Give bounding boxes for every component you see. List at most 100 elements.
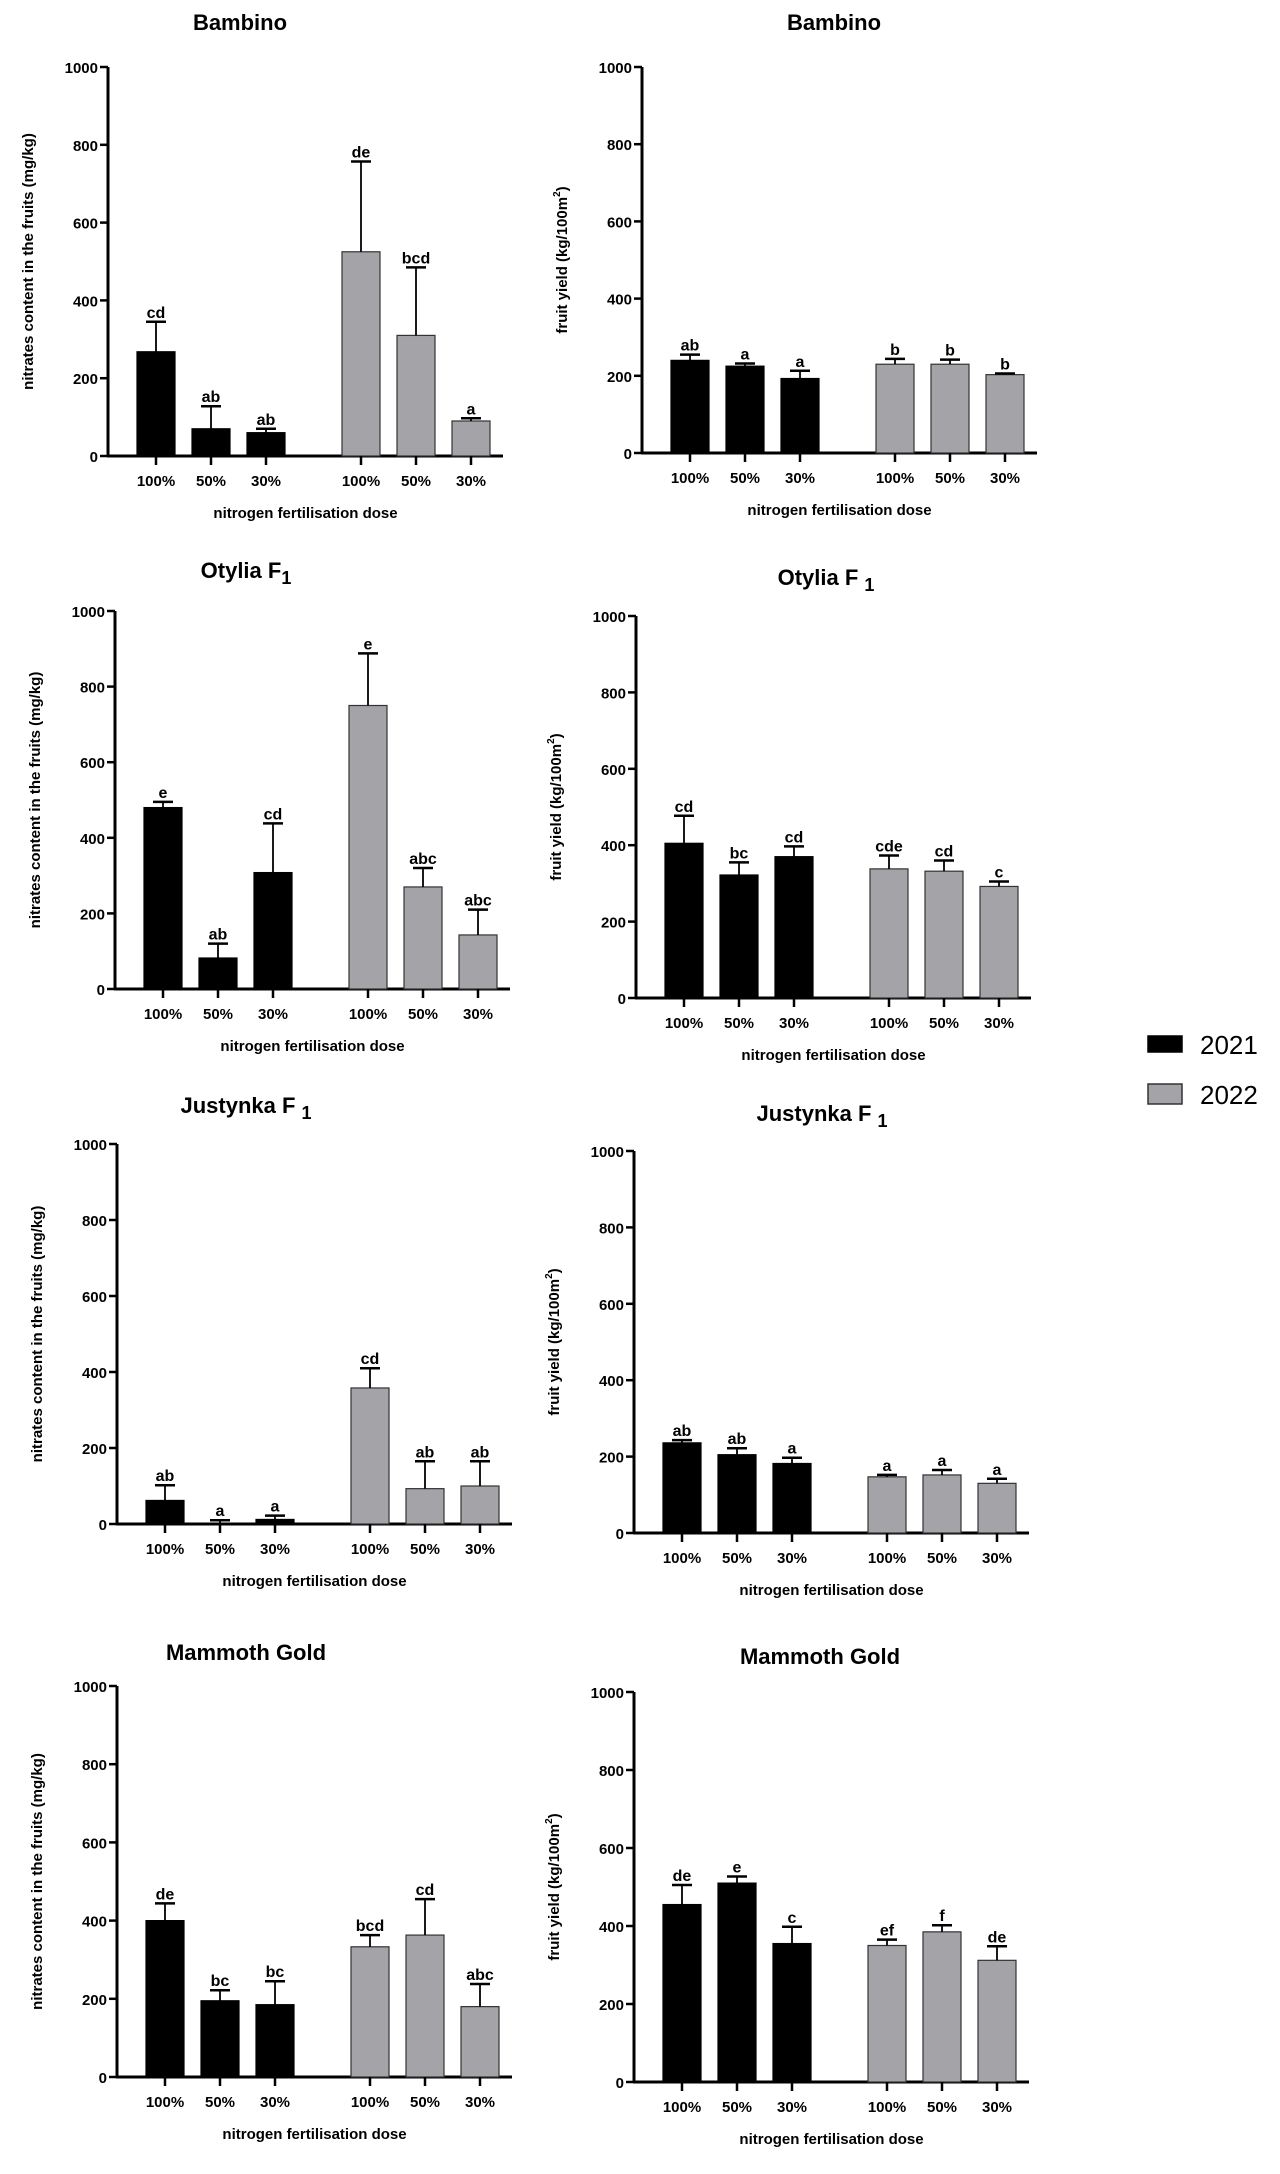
significance-letter: a — [993, 1462, 1002, 1479]
bar-2021-30% — [774, 856, 814, 999]
x-tick-label: 30% — [982, 1550, 1012, 1567]
significance-letter: e — [364, 636, 373, 653]
significance-letter: cd — [935, 843, 954, 860]
y-tick-label: 0 — [90, 449, 98, 466]
y-tick-label: 1000 — [593, 609, 626, 626]
legend-label-2022: 2022 — [1200, 1080, 1258, 1110]
x-tick-label: 30% — [779, 1015, 809, 1032]
y-tick-label: 600 — [82, 1835, 107, 1852]
y-tick-label: 800 — [80, 680, 105, 697]
chart-title-text: Bambino — [787, 10, 881, 35]
x-tick-label: 50% — [724, 1015, 754, 1032]
significance-letter: bc — [211, 1973, 230, 1990]
significance-letter: de — [352, 145, 371, 162]
significance-letter: ab — [202, 389, 221, 406]
y-tick-label: 1000 — [65, 60, 98, 77]
x-tick-label: 50% — [401, 473, 431, 490]
x-tick-label: 50% — [722, 1550, 752, 1567]
x-tick-label: 100% — [351, 2094, 389, 2111]
y-tick-label: 800 — [82, 1213, 107, 1230]
bar-2022-100% — [341, 251, 381, 457]
bar-2022-100% — [875, 363, 915, 454]
significance-letter: ab — [471, 1444, 490, 1461]
significance-letter: c — [995, 864, 1004, 881]
x-tick-label: 100% — [663, 1550, 701, 1567]
y-tick-label: 200 — [73, 371, 98, 388]
chart-panel-6: Mammoth Gold 0 200 400 600 800 1000 nitrates co… — [29, 1640, 512, 2143]
significance-letter: bcd — [356, 1918, 384, 1935]
significance-letter: ab — [209, 927, 228, 944]
legend-swatch-2021 — [1147, 1035, 1183, 1053]
significance-letter: a — [938, 1453, 947, 1470]
y-tick-label: 0 — [616, 2075, 624, 2092]
bar-2022-100% — [869, 868, 909, 999]
y-tick-label: 600 — [607, 214, 632, 231]
significance-letter: de — [156, 1886, 175, 1903]
y-tick-label: 1000 — [599, 60, 632, 77]
y-tick-label: 0 — [99, 2070, 107, 2087]
x-tick-label: 50% — [927, 2099, 957, 2116]
y-tick-label: 200 — [599, 1997, 624, 2014]
significance-letter: b — [945, 343, 955, 360]
y-tick-label: 1000 — [72, 604, 105, 621]
chart-title-text: Mammoth Gold — [166, 1640, 326, 1665]
bar-2022-50% — [405, 1488, 445, 1525]
x-tick-label: 30% — [990, 470, 1020, 487]
y-tick-label: 400 — [82, 1914, 107, 1931]
significance-letter: cd — [264, 806, 283, 823]
x-tick-label: 30% — [251, 473, 281, 490]
chart-title: Bambino — [787, 10, 881, 35]
y-tick-label: 0 — [616, 1526, 624, 1543]
chart-title: Mammoth Gold — [166, 1640, 326, 1665]
bar-2022-100% — [350, 1946, 390, 2078]
bar-2022-50% — [924, 870, 964, 999]
y-axis-label: fruit yield (kg/100m2) — [544, 1813, 563, 1960]
bar-2021-50% — [200, 2000, 240, 2078]
significance-letter: f — [939, 1908, 945, 1925]
x-tick-label: 50% — [203, 1006, 233, 1023]
significance-letter: a — [796, 354, 805, 371]
chart-panel-3: Otylia F 1 0 200 400 600 800 1000 fruit yield (… — [546, 565, 1031, 1064]
chart-title-subscript: 1 — [302, 1103, 312, 1123]
y-axis-label: fruit yield (kg/100m2) — [546, 733, 565, 880]
legend-label-2021: 2021 — [1200, 1030, 1258, 1060]
x-tick-label: 30% — [456, 473, 486, 490]
x-axis-label: nitrogen fertilisation dose — [222, 2126, 406, 2143]
y-tick-label: 800 — [73, 138, 98, 155]
x-tick-label: 30% — [260, 1541, 290, 1558]
significance-letter: b — [890, 342, 900, 359]
y-axis-label: nitrates content in the fruits (mg/kg) — [27, 672, 44, 929]
significance-letter: ab — [257, 412, 276, 429]
bar-2021-100% — [145, 1499, 185, 1525]
bar-2022-50% — [396, 334, 436, 457]
bar-2022-30% — [458, 934, 498, 990]
x-tick-label: 30% — [785, 470, 815, 487]
y-tick-label: 1000 — [591, 1144, 624, 1161]
legend-swatch-2022 — [1147, 1083, 1183, 1105]
x-tick-label: 100% — [663, 2099, 701, 2116]
significance-letter: abc — [464, 893, 492, 910]
chart-panel-5: Justynka F 1 0 200 400 600 800 1000 fruit yield… — [544, 1101, 1029, 1599]
significance-letter: bc — [266, 1964, 285, 1981]
y-tick-label: 800 — [82, 1757, 107, 1774]
bar-2022-30% — [460, 1485, 500, 1525]
significance-letter: a — [883, 1458, 892, 1475]
x-tick-label: 30% — [258, 1006, 288, 1023]
x-tick-label: 100% — [870, 1015, 908, 1032]
y-tick-label: 0 — [99, 1517, 107, 1534]
y-axis-label: fruit yield (kg/100m2) — [552, 186, 571, 333]
significance-letter: cd — [785, 829, 804, 846]
x-axis-label: nitrogen fertilisation dose — [220, 1038, 404, 1055]
bar-2022-50% — [930, 363, 970, 454]
chart-title-text: Justynka F — [756, 1101, 877, 1126]
x-tick-label: 100% — [351, 1541, 389, 1558]
x-tick-label: 50% — [408, 1006, 438, 1023]
bar-2022-50% — [403, 886, 443, 990]
bar-2022-100% — [348, 704, 388, 990]
chart-panel-4: Justynka F 1 0 200 400 600 800 1000 nitrates co… — [29, 1093, 512, 1590]
significance-letter: de — [988, 1929, 1007, 1946]
bar-2022-30% — [977, 1482, 1017, 1534]
x-tick-label: 30% — [982, 2099, 1012, 2116]
chart-title-subscript: 1 — [281, 568, 291, 588]
